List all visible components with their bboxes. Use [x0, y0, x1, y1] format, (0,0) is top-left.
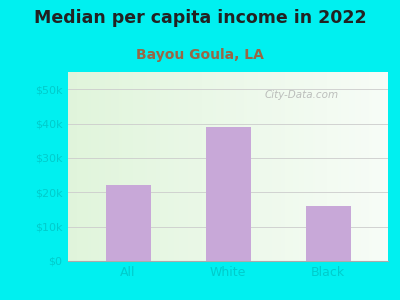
- Text: Median per capita income in 2022: Median per capita income in 2022: [34, 9, 366, 27]
- Bar: [206, 127, 250, 261]
- Text: City-Data.com: City-Data.com: [264, 90, 339, 100]
- Text: Bayou Goula, LA: Bayou Goula, LA: [136, 48, 264, 62]
- Bar: [306, 206, 350, 261]
- Bar: [106, 185, 150, 261]
